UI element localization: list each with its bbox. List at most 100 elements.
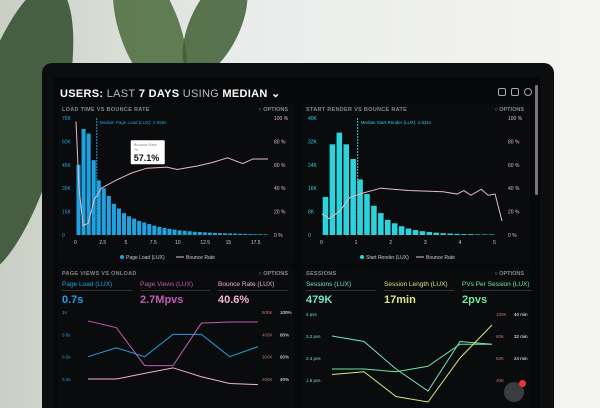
y3-tick-label: 60% [280,355,289,360]
histogram-bar [391,223,398,235]
histogram-bar [378,213,384,235]
y2-tick-label: 100K [496,312,507,317]
x-tick-label: 12.5 [200,240,210,246]
histogram-bar [207,232,212,235]
histogram-bar [228,233,233,235]
y3-tick-label: 100% [280,310,292,315]
y-tick-label: 24K [308,163,318,169]
series-line [331,335,493,392]
kpi: Bounce Rate (LUX) 40.6% [218,281,288,306]
scrollbar[interactable] [535,85,538,195]
sessions-chart: 1.6 pvs 2.4 pvs 3.2 pvs 4 pvs 40K 60K 80K 100K 2… [306,312,528,403]
histogram-bar [137,220,142,235]
options-label: OPTIONS [263,107,288,113]
title-part: USERS: [60,88,104,100]
tooltip-title: Bounce Rate [134,142,158,147]
median-label: Median Start Render (LUX): 1.031s [361,120,432,125]
y-tick-label: 75K [62,116,72,122]
x-tick-label: 3 [424,240,427,246]
y2-tick-label: 0 % [508,233,517,239]
title-part: LAST [106,88,136,100]
histogram-bar [371,205,377,235]
y-tick-label: 40K [308,116,318,122]
legend-label: Page Load (LUX) [126,255,165,261]
x-tick-label: 0 [74,240,77,246]
panel-pageviews: PAGE VIEWS VS ONLOAD ○ OPTIONS Page Load… [58,267,294,408]
histogram-bar [343,144,349,235]
x-tick-label: 10 [175,240,181,246]
histogram-bar [106,196,111,235]
panel-title: START RENDER VS BOUNCE RATE [306,107,408,113]
y-tick-label: 15K [62,210,72,216]
x-tick-label: 2.5 [99,240,106,246]
histogram-bar [336,132,343,235]
legend-swatch [360,255,364,259]
histogram-bar [243,233,248,235]
legend-label: Bounce Rate [426,255,455,261]
kpi-value: 17min [384,294,416,306]
y2-tick-label: 200K [262,377,273,382]
histogram-bar [121,213,127,235]
histogram-bar [86,133,91,235]
histogram-bar [132,218,137,235]
series-line [332,343,492,373]
y2-tick-label: 20 % [274,210,286,216]
load-chart: 0 15K 30K 45K 60K 75K 0 % 20 % 40 % 60 % 80 % 100 %… [62,116,289,261]
chat-button[interactable] [504,380,526,402]
y3-tick-label: 32 min [514,334,528,339]
panel-title: PAGE VIEWS VS ONLOAD [62,271,137,277]
kpi-value: 40.6% [218,294,250,306]
options-button[interactable]: ○ OPTIONS [258,271,288,277]
y-tick-label: 30K [62,186,72,192]
series-line [331,324,493,403]
histogram-bar [440,233,446,235]
histogram-bar [172,229,177,235]
legend-label: Start Render (LUX) [366,255,409,261]
histogram-bar [76,164,81,235]
options-label: OPTIONS [499,107,524,113]
options-button[interactable]: ○ OPTIONS [494,271,524,277]
options-label: OPTIONS [499,271,524,277]
chart-icon[interactable] [511,88,519,96]
y2-tick-label: 80 % [508,139,520,145]
kpi: Session Length (LUX) 17min [384,281,454,306]
kpi-label: Bounce Rate (LUX) [218,281,288,291]
histogram-bar [187,231,192,235]
kpi-label: Page Load (LUX) [62,281,132,291]
histogram-bar [329,144,336,235]
histogram-bar [238,233,243,235]
page-title[interactable]: USERS: LAST 7 DAYS USING MEDIAN ⌄ [60,87,281,100]
histogram-bar [433,232,439,235]
y2-tick-label: 100 % [508,116,523,122]
y3-tick-label: 40% [280,377,289,382]
x-tick-label: 0 [320,240,323,246]
help-icon[interactable] [524,88,532,96]
y-tick-label: 0 [62,233,65,239]
y2-tick-label: 60 % [274,163,286,169]
options-button[interactable]: ○ OPTIONS [258,107,288,113]
histogram-bar [447,233,453,235]
options-button[interactable]: ○ OPTIONS [494,107,524,113]
histogram-bar [116,208,121,235]
histogram-bar [142,222,147,235]
y-tick-label: 60K [62,139,72,145]
histogram-bar [91,160,96,235]
x-tick-label: 2 [389,240,392,246]
histogram-bar [475,234,481,235]
panel-render: START RENDER VS BOUNCE RATE ○ OPTIONS 0 8… [302,103,530,263]
kpi-value: 479K [306,294,333,306]
laptop: USERS: LAST 7 DAYS USING MEDIAN ⌄ LOAD T… [42,63,554,408]
y-tick-label: 3.2 pvs [306,334,321,339]
histogram-bar [398,226,405,235]
y2-tick-label: 80 % [274,139,286,145]
histogram-bar [182,230,187,235]
series-line [88,367,259,386]
histogram-bar [454,233,460,235]
y2-tick-label: 40 % [274,186,286,192]
chevron-down-icon[interactable]: ⌄ [270,88,281,100]
histogram-bar [192,231,197,235]
y-tick-label: 4 pvs [306,312,318,317]
monitor-icon[interactable] [498,88,506,96]
kpi-value: 2pvs [462,294,488,306]
kpi-value: 2.7Mpvs [140,294,184,306]
